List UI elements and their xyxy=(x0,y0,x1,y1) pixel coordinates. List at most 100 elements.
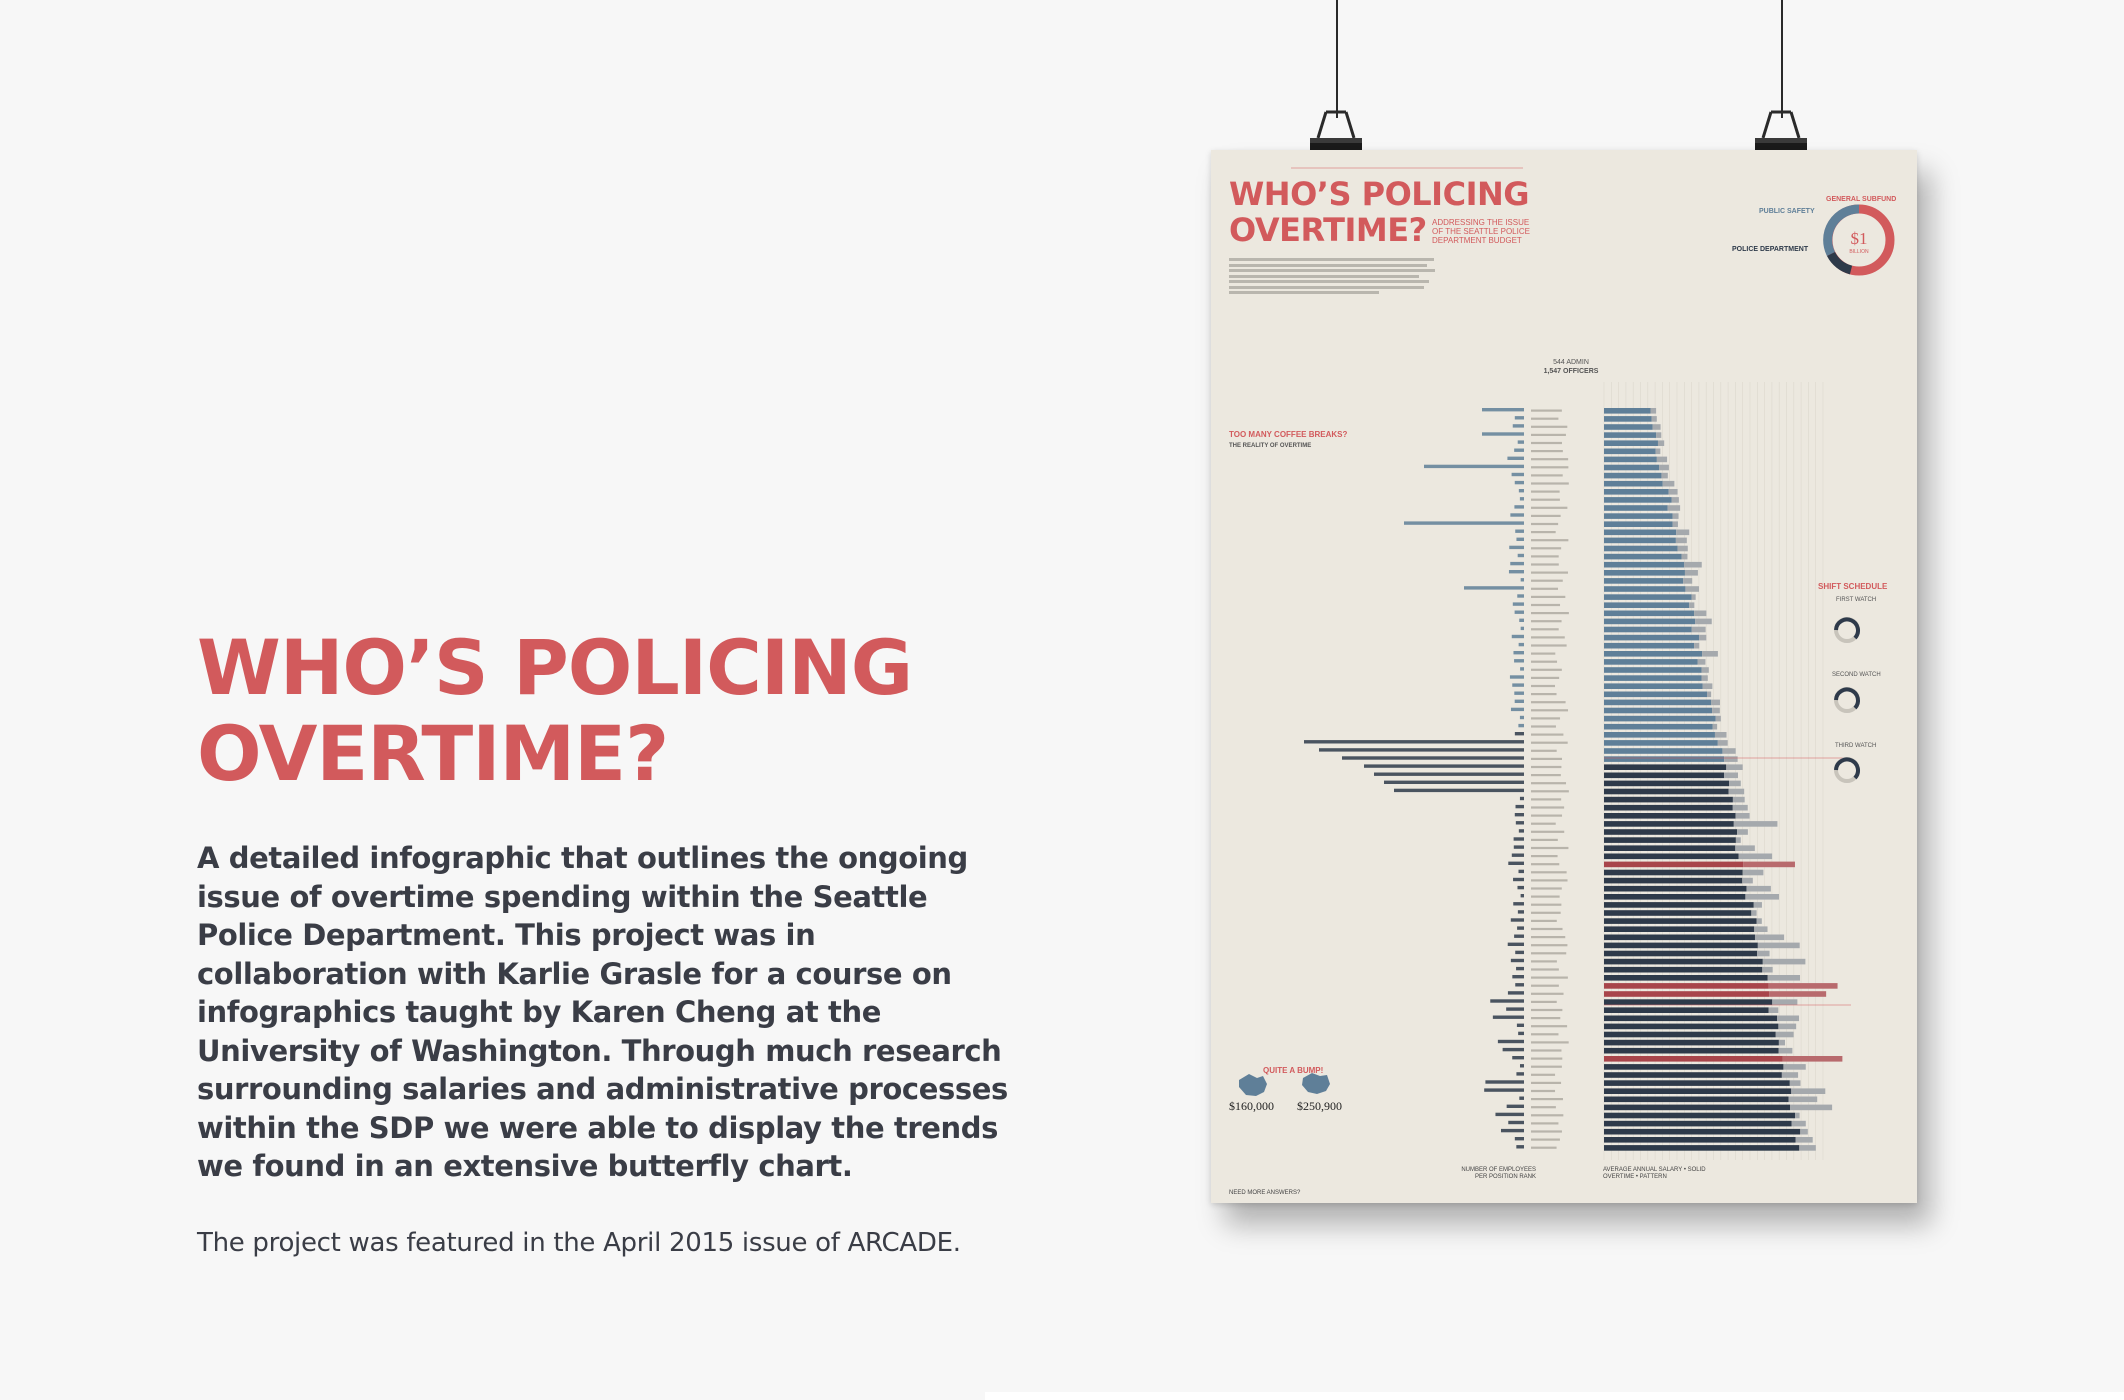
employee-bar xyxy=(1497,1039,1524,1044)
rank-label xyxy=(1531,1057,1563,1060)
overtime-bar xyxy=(1701,675,1708,681)
overtime-bar xyxy=(1717,740,1728,746)
rank-label xyxy=(1531,741,1568,744)
rank-label xyxy=(1531,895,1560,898)
overtime-bar xyxy=(1799,1145,1816,1151)
police-department-label: POLICE DEPARTMENT xyxy=(1732,246,1809,253)
rank-label xyxy=(1531,628,1559,631)
overtime-bar xyxy=(1694,642,1700,649)
rank-label xyxy=(1531,976,1568,979)
employee-bar xyxy=(1512,602,1524,606)
salary-bar xyxy=(1604,983,1769,989)
rank-label xyxy=(1531,539,1569,542)
rank-label xyxy=(1531,433,1566,436)
employee-bar xyxy=(1518,489,1524,493)
rank-label xyxy=(1531,1106,1556,1109)
overtime-bar xyxy=(1738,853,1773,860)
overtime-bar xyxy=(1754,934,1785,941)
overtime-bar xyxy=(1735,845,1755,851)
salary-bar xyxy=(1604,464,1660,471)
rank-label xyxy=(1531,1089,1556,1093)
bump-value-right: $250,900 xyxy=(1297,1099,1342,1113)
employee-bar xyxy=(1304,740,1524,744)
footer-right-label: AVERAGE ANNUAL SALARY • SOLID OVERTIME •… xyxy=(1603,1167,1706,1180)
salary-bar xyxy=(1604,1080,1790,1086)
shift-schedule-title: SHIFT SCHEDULE xyxy=(1818,582,1888,591)
overtime-bar xyxy=(1661,472,1668,479)
salary-bar xyxy=(1604,424,1653,430)
salary-bar xyxy=(1604,1064,1784,1070)
rank-label xyxy=(1531,490,1560,493)
footer-left-label: NUMBER OF EMPLOYEES PER POSITION RANK xyxy=(1461,1167,1536,1180)
overtime-bar xyxy=(1745,894,1780,900)
employee-bar xyxy=(1394,788,1524,793)
project-title-line2: OVERTIME? xyxy=(197,709,669,798)
overtime-bar xyxy=(1732,796,1745,803)
salary-bar xyxy=(1604,942,1758,949)
rank-label xyxy=(1531,879,1568,882)
salary-bar xyxy=(1604,991,1770,997)
rank-label xyxy=(1531,409,1562,412)
salary-bar xyxy=(1604,1137,1796,1143)
salary-bar xyxy=(1604,489,1669,495)
salary-bar xyxy=(1604,667,1702,673)
rank-label xyxy=(1531,660,1558,663)
overtime-bar xyxy=(1650,408,1657,414)
overtime-bar xyxy=(1714,732,1727,738)
salary-bar xyxy=(1604,683,1703,689)
employee-bar xyxy=(1492,1015,1524,1019)
salary-bar xyxy=(1604,796,1733,803)
salary-bar xyxy=(1604,651,1703,657)
city-map-right xyxy=(1302,1073,1330,1094)
salary-bar xyxy=(1604,1015,1778,1022)
rank-label xyxy=(1531,765,1562,769)
overtime-bar xyxy=(1695,618,1712,625)
employee-bar xyxy=(1513,651,1524,655)
salary-bar xyxy=(1604,1104,1791,1111)
rank-label xyxy=(1531,709,1569,712)
overtime-bar xyxy=(1683,578,1693,584)
employee-bar xyxy=(1514,448,1524,452)
rank-label xyxy=(1531,693,1557,696)
overtime-bar xyxy=(1711,699,1720,706)
salary-bar xyxy=(1604,804,1733,811)
overtime-bar xyxy=(1729,780,1741,787)
employee-bar xyxy=(1519,796,1524,801)
rank-label xyxy=(1531,1017,1561,1020)
rank-label xyxy=(1531,522,1559,526)
employee-bar xyxy=(1514,480,1524,485)
overtime-bar xyxy=(1781,1072,1799,1078)
employee-bar xyxy=(1516,1072,1524,1076)
employee-bar xyxy=(1482,408,1524,412)
overtime-bar xyxy=(1735,813,1750,819)
salary-bar xyxy=(1604,659,1698,665)
rank-label xyxy=(1531,838,1558,841)
salary-bar xyxy=(1604,813,1736,819)
rank-label xyxy=(1531,774,1561,777)
salary-bar xyxy=(1604,432,1657,438)
salary-bar xyxy=(1604,513,1673,519)
rank-label xyxy=(1531,733,1564,736)
rank-label xyxy=(1531,1138,1560,1141)
salary-bar xyxy=(1604,626,1692,633)
rank-label xyxy=(1531,547,1562,550)
salary-bar xyxy=(1604,926,1755,932)
salary-bar xyxy=(1604,934,1755,941)
rank-label xyxy=(1531,944,1568,947)
rank-label xyxy=(1531,855,1558,858)
rank-label xyxy=(1531,620,1562,623)
salary-bar xyxy=(1604,440,1658,446)
overtime-bar xyxy=(1712,723,1718,730)
donut-unit: BILLION xyxy=(1849,249,1869,255)
rank-label xyxy=(1531,498,1560,501)
overtime-bar xyxy=(1722,748,1736,754)
employee-bar xyxy=(1517,910,1524,914)
employee-bar xyxy=(1517,926,1524,930)
employee-bar xyxy=(1515,821,1524,825)
rank-label xyxy=(1531,887,1562,890)
overtime-bar xyxy=(1778,1039,1785,1046)
admin-count: 544 ADMIN xyxy=(1553,359,1589,366)
employee-bar xyxy=(1518,1031,1524,1036)
employee-bar xyxy=(1511,472,1524,477)
salary-bar xyxy=(1604,497,1672,503)
